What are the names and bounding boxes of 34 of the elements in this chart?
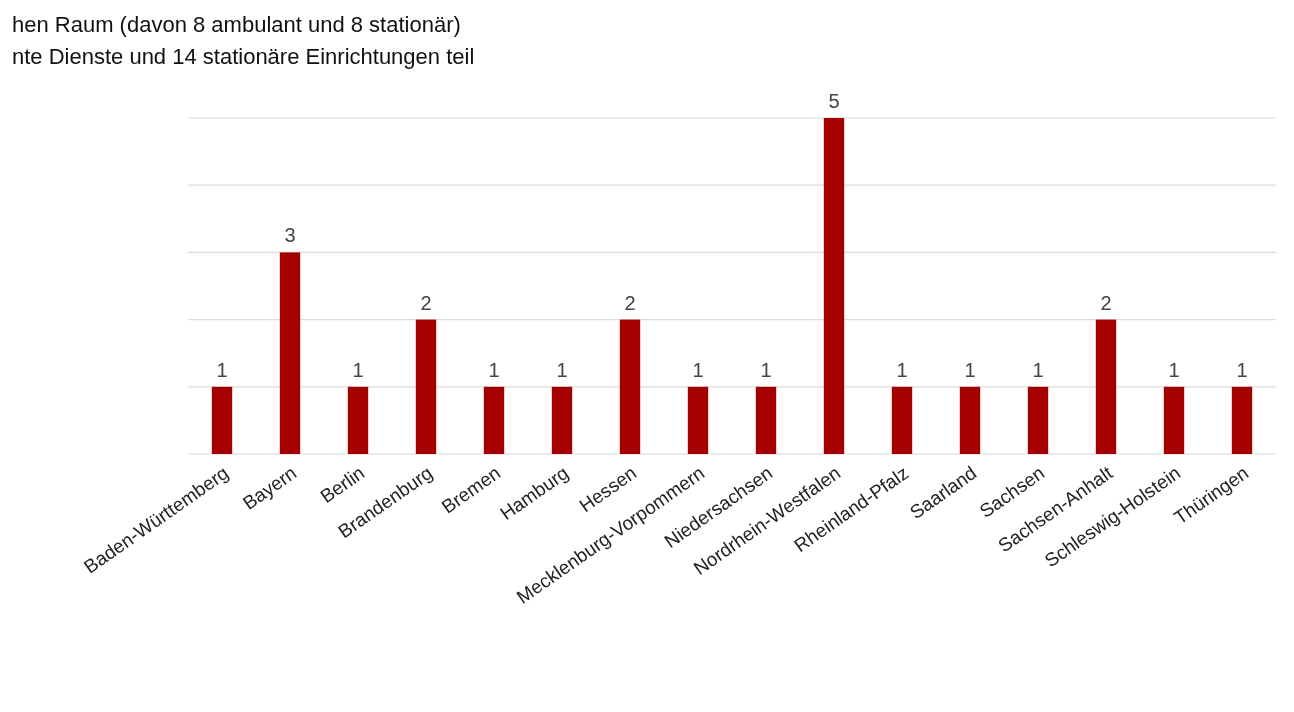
bar [415, 319, 437, 454]
data-label: 3 [284, 224, 296, 247]
data-label: 1 [1032, 358, 1044, 381]
bar [755, 386, 777, 454]
data-label: 1 [1168, 358, 1180, 381]
data-label: 1 [692, 358, 704, 381]
data-label: 1 [1236, 358, 1248, 381]
data-label: 5 [828, 90, 840, 112]
data-label: 2 [624, 291, 636, 314]
data-label: 1 [488, 358, 500, 381]
data-label: 1 [964, 358, 976, 381]
data-label: 2 [420, 291, 432, 314]
bar [959, 386, 981, 454]
bar [823, 118, 845, 454]
bar [619, 319, 641, 454]
bar [279, 252, 301, 454]
bar [347, 386, 369, 454]
bar [551, 386, 573, 454]
bar [891, 386, 913, 454]
bar [211, 386, 233, 454]
data-label: 1 [760, 358, 772, 381]
bar [1163, 386, 1185, 454]
data-label: 2 [1100, 291, 1112, 314]
bar [483, 386, 505, 454]
bar [1095, 319, 1117, 454]
text: nte Dienste und 14 stationäre Einrichtungen teil [12, 44, 475, 69]
bar [687, 386, 709, 454]
bar [1027, 386, 1049, 454]
text: hen Raum (davon 8 ambulant und 8 stationär) [12, 12, 461, 37]
data-label: 1 [556, 358, 568, 381]
data-label: 1 [352, 358, 364, 381]
data-label: 1 [216, 358, 228, 381]
bar [1231, 386, 1253, 454]
data-label: 1 [896, 358, 908, 381]
